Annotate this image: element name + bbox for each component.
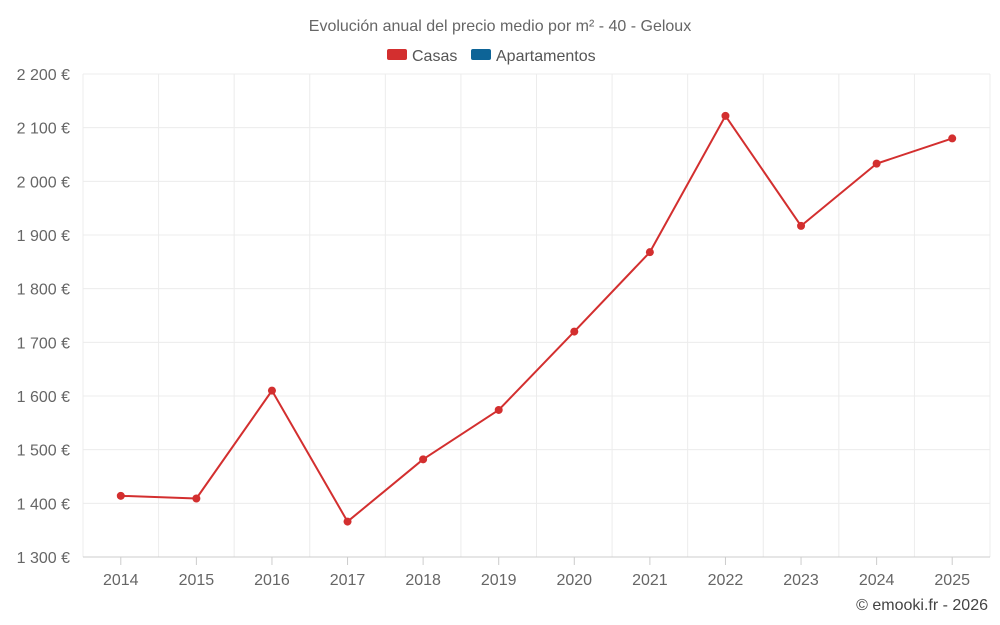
chart-title: Evolución anual del precio medio por m² … bbox=[309, 18, 691, 35]
series-line-casas bbox=[120, 114, 953, 523]
y-tick-label: 1 700 € bbox=[17, 335, 70, 352]
legend-item-casas[interactable]: Casas bbox=[387, 48, 457, 65]
x-tick-label: 2024 bbox=[859, 572, 895, 589]
data-point-casas-2023[interactable] bbox=[797, 221, 806, 230]
y-tick-label: 1 400 € bbox=[17, 496, 70, 513]
x-tick-label: 2017 bbox=[330, 572, 366, 589]
data-point-casas-2016[interactable] bbox=[267, 386, 276, 395]
x-tick-label: 2022 bbox=[708, 572, 744, 589]
y-tick-label: 2 000 € bbox=[17, 174, 70, 191]
data-point-casas-2025[interactable] bbox=[948, 134, 957, 143]
grid bbox=[82, 73, 991, 558]
data-point-casas-2022[interactable] bbox=[721, 111, 730, 120]
y-tick-label: 2 100 € bbox=[17, 121, 70, 138]
y-axis-ticks: 1 300 € 1 400 € 1 500 € 1 600 € 1 700 € 1 800… bbox=[17, 67, 70, 567]
data-point-casas-2018[interactable] bbox=[419, 455, 428, 464]
data-point-casas-2021[interactable] bbox=[645, 248, 654, 257]
x-tick-label: 2018 bbox=[405, 572, 441, 589]
data-point-casas-2019[interactable] bbox=[494, 405, 503, 414]
x-tick-label: 2020 bbox=[556, 572, 592, 589]
data-point-casas-2024[interactable] bbox=[872, 159, 881, 168]
x-tick-label: 2023 bbox=[783, 572, 819, 589]
x-tick-label: 2025 bbox=[934, 572, 970, 589]
data-point-casas-2015[interactable] bbox=[192, 494, 201, 503]
legend-label-casas: Casas bbox=[412, 48, 457, 65]
legend-swatch-apartamentos bbox=[471, 49, 491, 60]
series-casas bbox=[116, 111, 957, 526]
x-tick-label: 2019 bbox=[481, 572, 517, 589]
x-axis-ticks: 2014 2015 2016 2017 2018 2019 2020 2021 2022 2023… bbox=[103, 557, 970, 589]
data-point-casas-2020[interactable] bbox=[570, 327, 579, 336]
x-tick-label: 2016 bbox=[254, 572, 290, 589]
data-point-casas-2014[interactable] bbox=[116, 491, 125, 500]
legend-item-apartamentos[interactable]: Apartamentos bbox=[471, 48, 596, 65]
x-tick-label: 2015 bbox=[179, 572, 215, 589]
legend-swatch-casas bbox=[387, 49, 407, 60]
x-tick-label: 2021 bbox=[632, 572, 668, 589]
y-tick-label: 1 300 € bbox=[17, 550, 70, 567]
legend: Casas Apartamentos bbox=[387, 48, 596, 65]
y-tick-label: 2 200 € bbox=[17, 67, 70, 84]
data-point-casas-2017[interactable] bbox=[343, 517, 352, 526]
x-tick-label: 2014 bbox=[103, 572, 139, 589]
credit-text: © emooki.fr - 2026 bbox=[856, 597, 988, 614]
legend-label-apartamentos: Apartamentos bbox=[496, 48, 596, 65]
y-tick-label: 1 500 € bbox=[17, 443, 70, 460]
y-tick-label: 1 900 € bbox=[17, 228, 70, 245]
y-tick-label: 1 600 € bbox=[17, 389, 70, 406]
y-tick-label: 1 800 € bbox=[17, 282, 70, 299]
